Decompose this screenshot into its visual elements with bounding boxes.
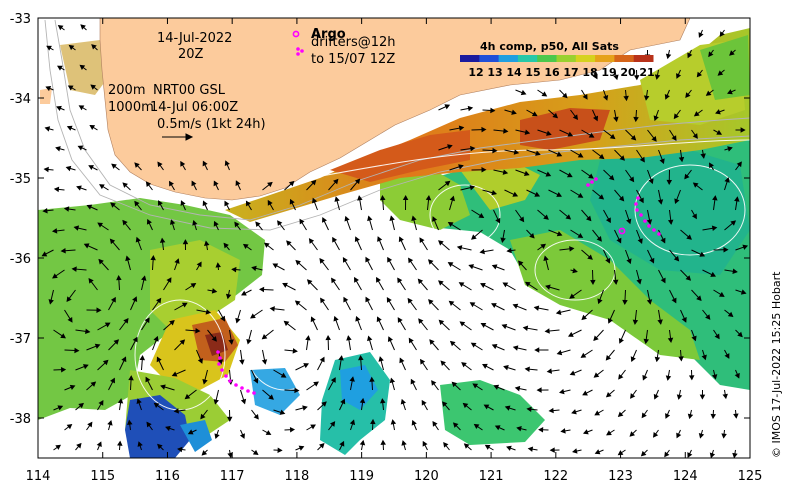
colorbar-tick-label: 19	[601, 66, 616, 79]
x-tick-label: 118	[284, 469, 309, 484]
colorbar-swatch	[479, 55, 500, 62]
argo-floats	[292, 30, 626, 235]
colorbar-tick-label: 18	[582, 66, 597, 79]
x-tick-label: 116	[155, 469, 180, 484]
drifter-legend-marker	[296, 47, 304, 56]
annotation-drifters: drifters@12h	[311, 35, 396, 50]
annotation-model: NRT00 GSL	[153, 83, 226, 98]
annotation-time: 20Z	[178, 47, 204, 62]
y-tick-label: -33	[10, 12, 31, 27]
plot-frame	[37, 17, 751, 459]
scale-arrow	[162, 133, 194, 141]
sst-field	[38, 28, 750, 458]
x-tick-label: 123	[608, 469, 633, 484]
x-tick-label: 117	[220, 469, 245, 484]
y-tick-label: -38	[10, 412, 31, 427]
annotation-date: 14-Jul-2022	[157, 31, 232, 46]
colorbar-tick-label: 15	[525, 66, 540, 79]
current-streamlines	[134, 139, 751, 411]
x-tick-label: 114	[26, 469, 51, 484]
credit-text: © IMOS 17-Jul-2022 15:25 Hobart	[770, 271, 783, 458]
colorbar-swatch	[556, 55, 577, 62]
colorbar-swatch	[517, 55, 538, 62]
x-tick-label: 121	[479, 469, 504, 484]
annotation-scale: 0.5m/s (1kt 24h)	[157, 117, 266, 132]
y-tick-label: -36	[10, 252, 31, 267]
colorbar-swatch	[633, 55, 654, 62]
colorbar-tick-label: 12	[468, 66, 483, 79]
colorbar-tick-label: 14	[506, 66, 522, 79]
colorbar-tick-label: 21	[639, 66, 654, 79]
annotation-model-time: 14-Jul 06:00Z	[150, 100, 238, 115]
y-tick-label: -37	[10, 332, 31, 347]
colorbar: 4h comp, p50, All Sats 12 13 14 15 16 17 18 19 2…	[460, 40, 655, 79]
x-tick-label: 120	[414, 469, 439, 484]
annotation-drifters-end: to 15/07 12Z	[311, 52, 395, 67]
colorbar-swatch	[614, 55, 635, 62]
colorbar-swatch	[537, 55, 557, 62]
colorbar-swatch	[460, 55, 480, 62]
x-tick-label: 122	[543, 469, 568, 484]
colorbar-swatch	[498, 55, 519, 62]
map-annotations: 14-Jul-2022 20Z 200m NRT00 GSL 1000m 14-…	[108, 27, 396, 141]
x-tick-label: 124	[673, 469, 698, 484]
colorbar-title: 4h comp, p50, All Sats	[480, 40, 619, 53]
colorbar-tick-label: 20	[620, 66, 636, 79]
x-axis: 114 115 116 117 118 119 120 121 122 123 124 125	[26, 18, 763, 484]
x-tick-label: 119	[349, 469, 374, 484]
colorbar-tick-label: 16	[544, 66, 560, 79]
colorbar-tick-label: 13	[487, 66, 502, 79]
y-tick-label: -34	[10, 92, 31, 107]
x-tick-label: 115	[90, 469, 115, 484]
annotation-contour-1000: 1000m	[108, 100, 154, 115]
annotation-argo: Argo	[311, 27, 346, 42]
colorbar-tick-label: 17	[563, 66, 578, 79]
colorbar-swatch	[575, 55, 596, 62]
annotation-contour-200: 200m	[108, 83, 145, 98]
y-axis: -33 -34 -35 -36 -37 -38	[10, 12, 750, 427]
y-tick-label: -35	[10, 172, 31, 187]
drifter-tracks	[216, 177, 661, 395]
x-tick-label: 125	[738, 469, 763, 484]
colorbar-swatch	[595, 55, 615, 62]
current-vectors	[41, 24, 749, 459]
